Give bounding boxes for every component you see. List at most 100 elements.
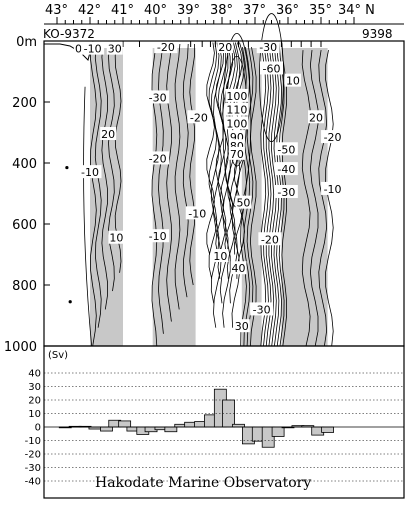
contour-label: -10 xyxy=(81,166,99,179)
contour-label-bg xyxy=(217,40,234,54)
depth-tick-label: 200 xyxy=(12,96,37,111)
transport-bar xyxy=(271,426,285,437)
contour-line xyxy=(182,43,189,298)
latitude-tick-label: 34° N xyxy=(338,3,375,18)
contour-label: 20 xyxy=(101,128,115,141)
contour-label-bg xyxy=(230,261,247,275)
contour-line xyxy=(83,86,93,347)
contour-label-bg xyxy=(146,151,170,165)
station-label-left: KO-9372 xyxy=(43,27,95,41)
contour-label-bg xyxy=(146,90,170,104)
contour-label-bg xyxy=(73,41,83,55)
contour-label-bg xyxy=(250,302,274,316)
contour-loop xyxy=(259,13,284,143)
latitude-tick-label: 41° xyxy=(111,3,134,18)
contour-label: -50 xyxy=(277,143,295,156)
transport-bar xyxy=(118,420,132,428)
contour-line xyxy=(215,42,224,255)
contour-label-bg xyxy=(81,41,105,55)
contour-label-bg xyxy=(154,40,178,54)
contour-line xyxy=(94,43,102,328)
contour-label-bg xyxy=(308,110,325,124)
transport-frame xyxy=(43,345,405,499)
transport-y-axis: 40 30 20 10 0 -10 -20 -30 -40 xyxy=(25,369,404,488)
contour-label: 50 xyxy=(236,197,250,210)
depth-tick-label: 400 xyxy=(12,157,37,172)
y-tick-label: 40 xyxy=(28,369,41,380)
contour-label-bg xyxy=(228,146,245,160)
depth-tick-label: 1000 xyxy=(4,340,37,355)
latitude-tick-label: 39° xyxy=(177,3,200,18)
contour-line xyxy=(108,43,115,292)
y-tick-label: -10 xyxy=(25,436,41,447)
transport-bar xyxy=(321,426,335,433)
transport-bar xyxy=(100,426,113,432)
contour-label-bg xyxy=(187,110,211,124)
contour-label-bg xyxy=(225,116,249,130)
contour-label-bg xyxy=(225,102,249,116)
contour-line xyxy=(265,42,272,347)
contour-label-bg xyxy=(260,61,283,75)
contour-label-bg xyxy=(256,40,280,54)
contour-label-bg xyxy=(321,130,345,144)
y-tick-label: 10 xyxy=(28,409,41,420)
contour-line xyxy=(318,50,328,347)
contour-line xyxy=(189,43,196,286)
transport-bar xyxy=(164,426,178,433)
contour-label: 100 xyxy=(226,117,247,130)
latitude-tick-label: 37° xyxy=(243,3,266,18)
contour-label-bg xyxy=(212,249,229,263)
depth-axis: 0m 200 400 600 800 1000 xyxy=(4,35,50,355)
contour-line xyxy=(260,42,267,347)
y-tick-label: -20 xyxy=(25,450,41,461)
contour-label-bg xyxy=(108,230,125,244)
y-tick-label: -40 xyxy=(25,477,41,488)
contour-label: -20 xyxy=(190,111,208,124)
y-tick-label: 20 xyxy=(28,396,41,407)
contour-label-bg xyxy=(258,232,282,246)
contour-line xyxy=(268,42,275,347)
contour-label: 20 xyxy=(309,111,323,124)
y-tick-label: 30 xyxy=(28,382,41,393)
contour-line xyxy=(206,42,215,255)
credit-text: Hakodate Marine Observatory xyxy=(95,475,311,491)
contour-label-bg xyxy=(100,127,117,141)
contour-label: -10 xyxy=(149,230,167,243)
contour-label-bg xyxy=(321,181,345,195)
contour-label-bg xyxy=(78,165,102,179)
latitude-tick-label: 36° xyxy=(276,3,299,18)
station-dot xyxy=(68,300,72,304)
transport-bar xyxy=(232,423,245,428)
station-label-right: 9398 xyxy=(362,27,393,41)
latitude-axis: 43° 42° 41° 40° 39° 38° 37° 36° 35° 34° N xyxy=(44,3,404,47)
contour-label-bg xyxy=(185,206,209,220)
contour-label-bg xyxy=(106,41,123,55)
contour-line xyxy=(249,47,257,347)
contour-label: 0 xyxy=(75,43,82,56)
contour-label-bg xyxy=(284,73,301,87)
y-tick-label: -30 xyxy=(25,463,41,474)
contour-label: 10 xyxy=(213,250,227,263)
contour-label-bg xyxy=(274,142,298,156)
station-dot xyxy=(65,165,69,170)
contour-label-bg xyxy=(233,319,250,333)
contour-label: 110 xyxy=(226,104,247,117)
contour-label: -40 xyxy=(277,163,295,176)
transport-bars xyxy=(58,388,335,448)
contour-line xyxy=(166,43,173,322)
contour-label: -10 xyxy=(84,43,102,56)
contour-label: 20 xyxy=(218,41,232,54)
latitude-tick-label: 42° xyxy=(78,3,101,18)
latitude-tick-label: 35° xyxy=(309,3,332,18)
contour-label-bg xyxy=(235,195,252,209)
contour-label: 10 xyxy=(109,232,123,245)
depth-tick-label: 600 xyxy=(12,218,37,233)
contour-line xyxy=(246,47,254,347)
contour-line xyxy=(174,43,181,310)
contour-label: 70 xyxy=(230,148,244,161)
contour-label: -30 xyxy=(277,186,295,199)
contour-label: -10 xyxy=(188,207,206,220)
